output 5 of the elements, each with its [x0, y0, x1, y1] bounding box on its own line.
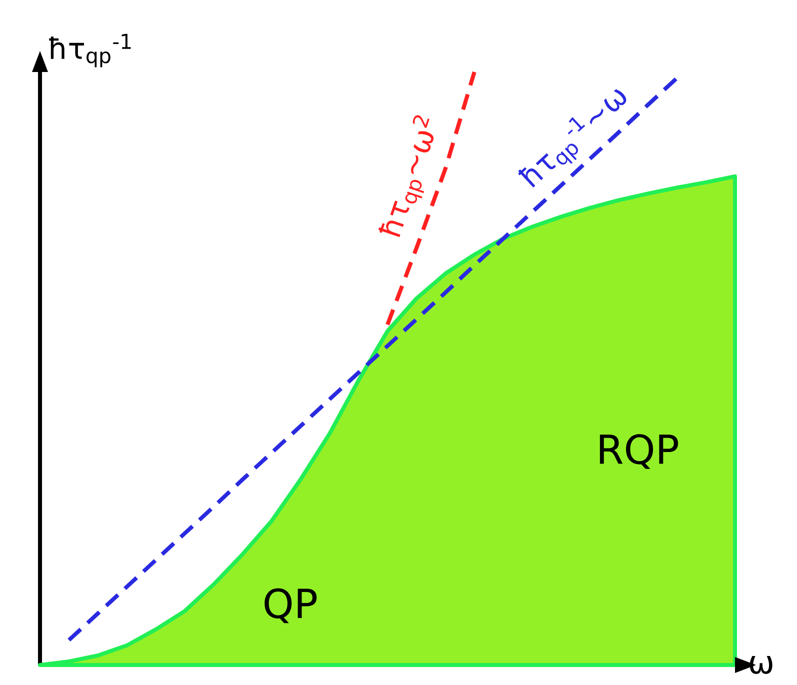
annotation: RQP — [600, 434, 678, 469]
text: ħτ$_{qp}$~ω$^{2}$ — [378, 115, 434, 238]
y-axis-title: ħτ$_{qp}$-1 — [49, 34, 131, 68]
annotation: QP — [264, 588, 317, 624]
text: ħτ$_{qp}$$^{-1}$~ω — [518, 89, 626, 188]
